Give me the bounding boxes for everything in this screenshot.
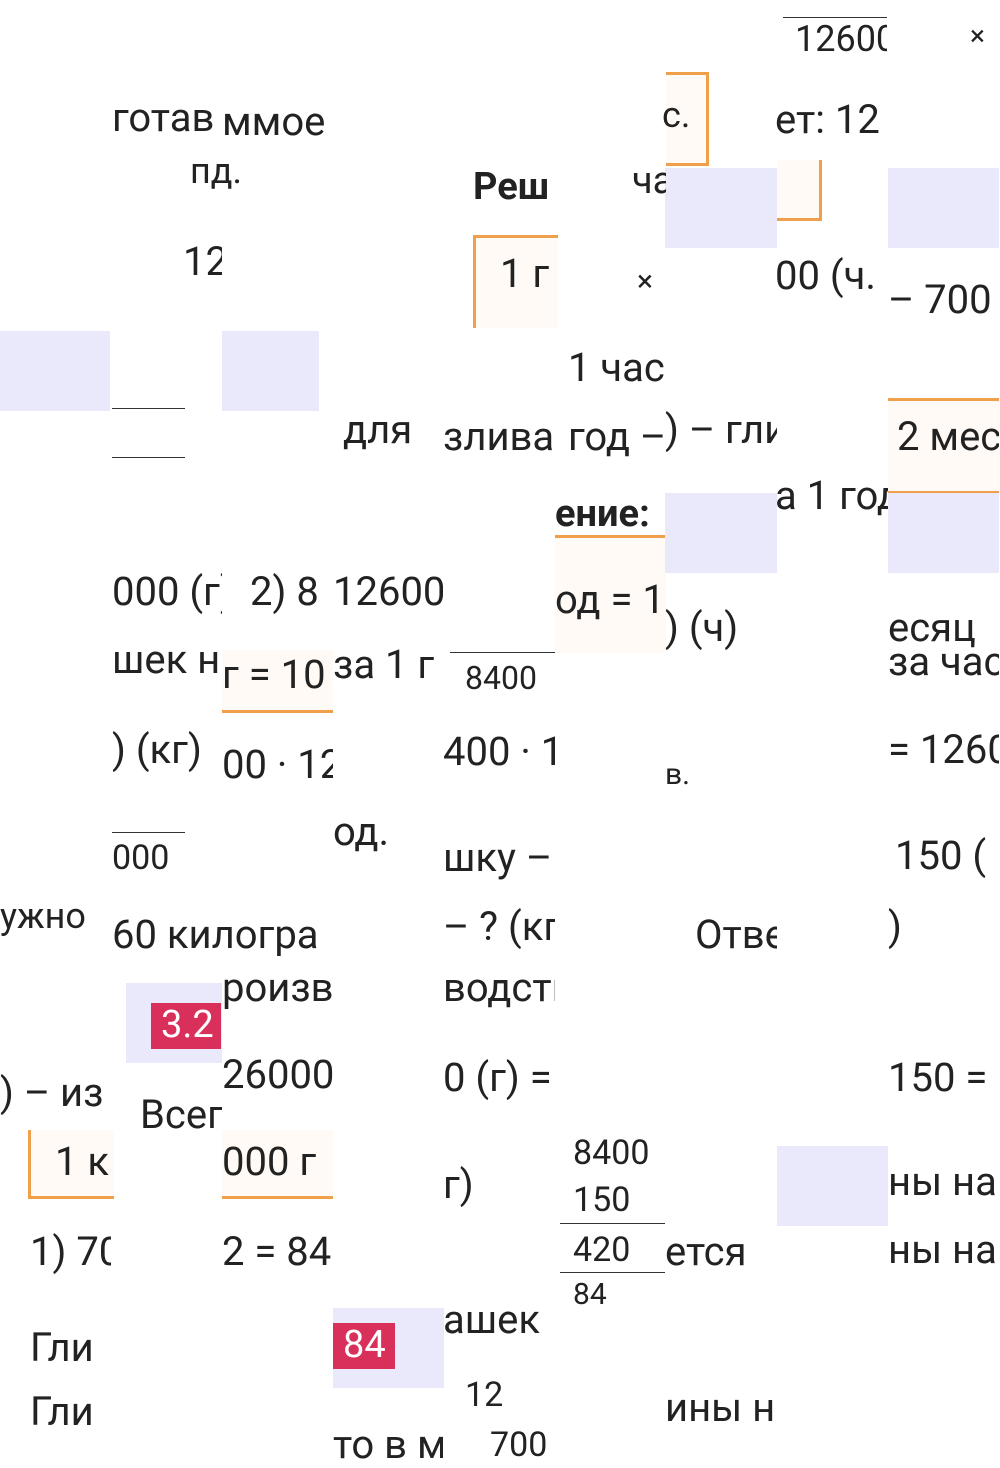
text-fragment: г): [443, 1161, 474, 1208]
text-fragment: за 1 г: [333, 641, 435, 688]
text-fragment: Гли: [30, 1388, 94, 1435]
text-fragment: 700: [490, 1424, 548, 1465]
text-fragment: ) (кг): [112, 726, 202, 773]
text-fragment: 1 г: [500, 250, 550, 297]
text-fragment: Отве: [695, 911, 777, 958]
text-fragment: Всег: [140, 1091, 222, 1138]
text-fragment: 0 (г) =: [443, 1054, 552, 1101]
text-fragment: роизв: [222, 964, 333, 1011]
text-fragment: – ? (кг: [443, 903, 555, 950]
text-fragment: ужно: [0, 895, 86, 938]
tile: [0, 331, 110, 411]
text-fragment: ) (ч): [665, 604, 739, 651]
text-fragment: 150 =: [888, 1054, 988, 1101]
text-fragment: Реш: [473, 165, 550, 210]
text-fragment: 12: [183, 238, 222, 285]
text-fragment: 420: [573, 1229, 631, 1270]
fraction-line: [560, 1223, 665, 1224]
text-fragment: ча: [632, 159, 666, 204]
tile: [665, 493, 777, 573]
text-fragment: ашек: [443, 1296, 540, 1343]
text-fragment: од = 1: [555, 576, 665, 623]
text-fragment: 00 (ч.: [775, 252, 876, 299]
fraction-line: [783, 17, 887, 18]
text-fragment: а 1 год: [775, 472, 888, 519]
tile: [777, 1146, 888, 1226]
fraction-line: [560, 1272, 665, 1273]
text-fragment: зливае: [443, 413, 555, 460]
box: [666, 72, 709, 166]
text-fragment: для: [343, 406, 413, 453]
text-fragment: 8400: [573, 1132, 650, 1173]
text-fragment: г = 10: [222, 651, 326, 698]
text-fragment: 00 · 12: [222, 741, 333, 788]
text-fragment: в.: [665, 757, 691, 792]
badge: 84: [333, 1323, 395, 1369]
text-fragment: пд.: [190, 150, 242, 193]
text-fragment: ны на: [888, 1226, 997, 1273]
text-fragment: 12600: [795, 18, 887, 61]
text-fragment: то в м: [333, 1421, 443, 1468]
text-fragment: 60 килогра: [112, 911, 319, 958]
text-fragment: с.: [662, 94, 691, 137]
text-fragment: 150 (: [895, 832, 987, 879]
text-fragment: ×: [637, 264, 654, 299]
text-fragment: 2) 8: [250, 568, 319, 615]
text-fragment: 000: [112, 837, 170, 878]
text-fragment: ): [888, 903, 902, 950]
text-fragment: 1 к: [55, 1138, 110, 1185]
text-fragment: ×: [970, 19, 985, 53]
text-fragment: 12: [465, 1374, 504, 1415]
tile: [665, 168, 777, 248]
badge: 3.2: [151, 1003, 221, 1049]
text-fragment: = 1260: [888, 726, 999, 773]
text-fragment: од.: [333, 808, 390, 855]
text-fragment: 1 час: [568, 344, 665, 391]
text-fragment: 26000: [222, 1051, 333, 1098]
tile: [888, 168, 999, 248]
text-fragment: ) – гли: [665, 406, 777, 453]
text-fragment: есяц: [888, 604, 976, 651]
text-fragment: водств: [443, 964, 555, 1011]
text-fragment: ны на: [888, 1158, 997, 1205]
box: [555, 535, 666, 653]
text-fragment: – 700: [888, 276, 992, 323]
box: [473, 235, 558, 328]
text-fragment: 000 (г): [112, 568, 222, 615]
text-fragment: 12600: [333, 568, 443, 615]
box: [222, 1130, 333, 1199]
tile: [888, 493, 999, 573]
text-fragment: ) – из: [0, 1069, 104, 1116]
text-fragment: шек на: [112, 636, 222, 683]
fraction-line: [112, 457, 185, 458]
text-fragment: ется: [665, 1228, 747, 1275]
text-fragment: ет: 12: [775, 96, 880, 143]
box: [222, 650, 333, 713]
text-fragment: 84: [573, 1277, 607, 1312]
box: [777, 160, 822, 221]
text-fragment: 1) 70: [30, 1228, 111, 1275]
fraction-line: [450, 652, 555, 653]
box: [28, 1130, 114, 1199]
text-fragment: за час: [888, 638, 999, 685]
text-fragment: 000 г: [222, 1138, 317, 1185]
text-fragment: 2 мес: [897, 413, 999, 460]
text-fragment: ение:: [555, 492, 650, 537]
tile: [222, 331, 319, 411]
text-fragment: год –: [568, 413, 666, 460]
text-fragment: готав: [112, 94, 215, 141]
box: [888, 398, 999, 494]
text-fragment: Гли: [30, 1324, 94, 1371]
text-fragment: 2 = 84: [222, 1228, 332, 1275]
text-fragment: 8400: [465, 658, 537, 697]
text-fragment: 150: [573, 1179, 631, 1220]
text-fragment: шку –: [443, 834, 553, 881]
text-fragment: 400 · 1: [443, 728, 555, 775]
text-fragment: ммое: [222, 98, 326, 145]
fraction-line: [112, 408, 185, 409]
fraction-line: [112, 832, 185, 833]
text-fragment: ины н: [665, 1384, 776, 1431]
